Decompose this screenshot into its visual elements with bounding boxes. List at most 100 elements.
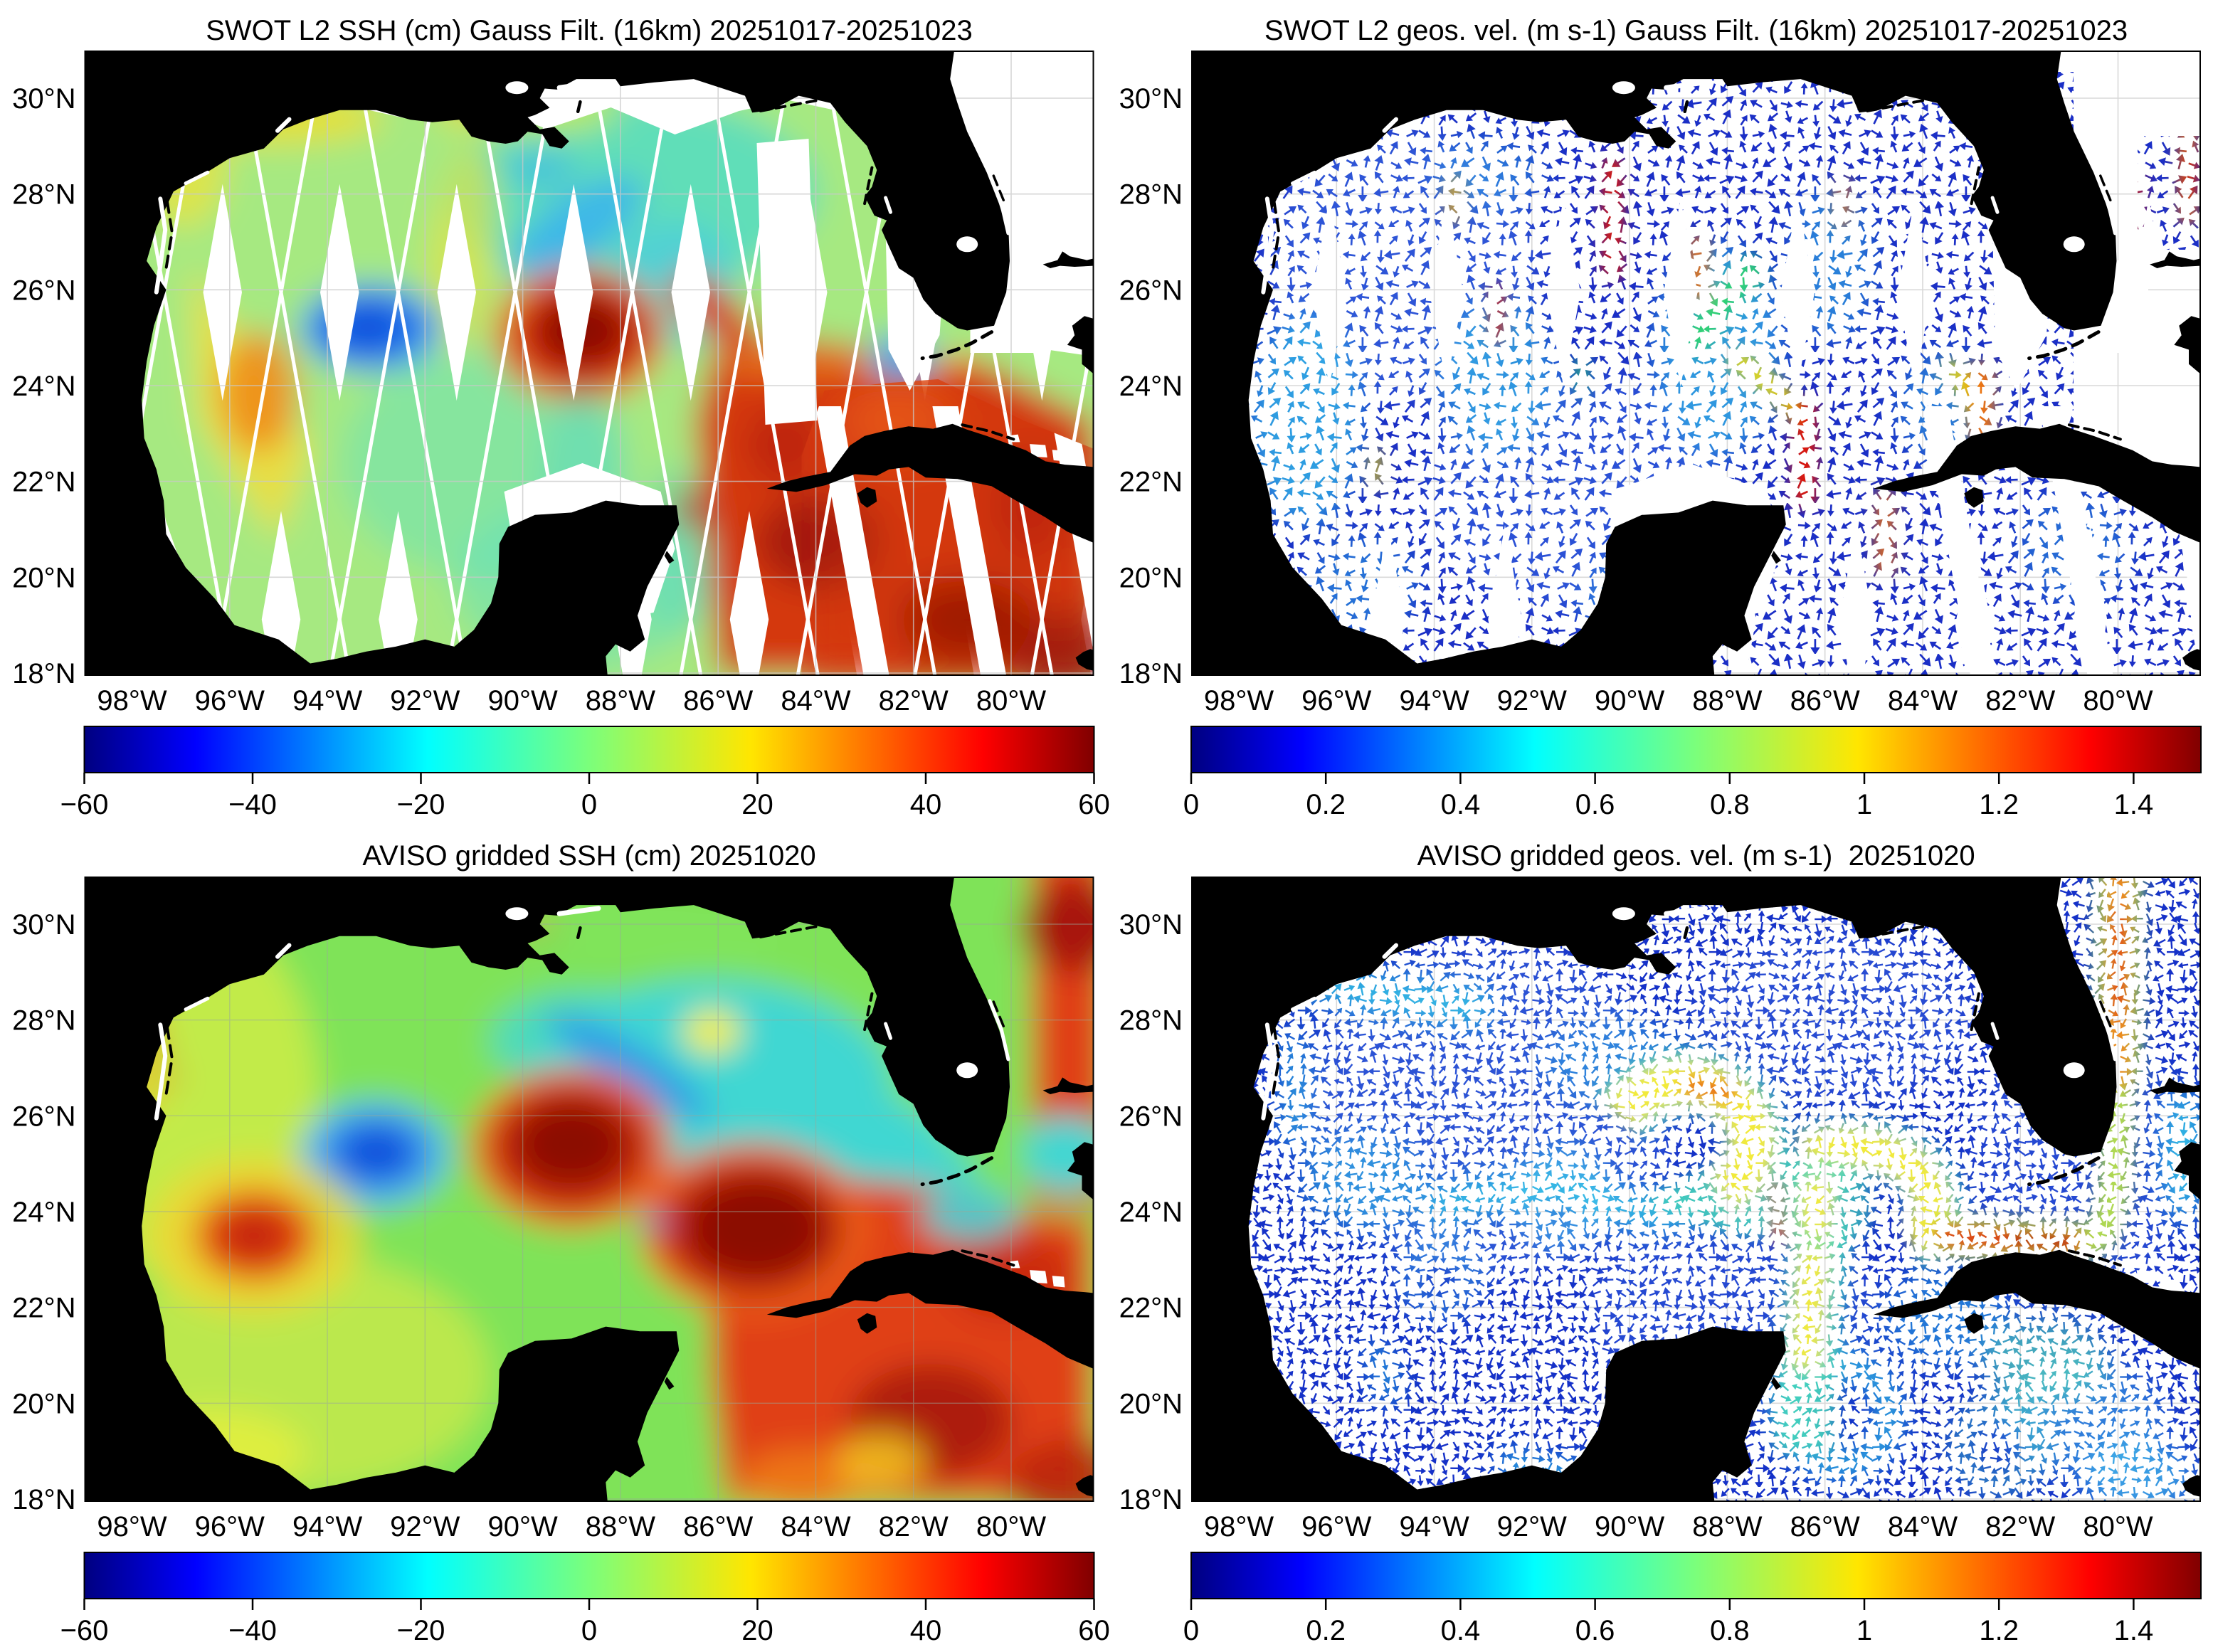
svg-text:94°W: 94°W	[292, 1511, 362, 1542]
svg-text:1.4: 1.4	[2114, 789, 2154, 820]
svg-text:0: 0	[1183, 789, 1199, 820]
svg-text:30°N: 30°N	[1119, 909, 1183, 941]
svg-text:80°W: 80°W	[2083, 685, 2153, 716]
svg-text:20°N: 20°N	[1119, 562, 1183, 593]
svg-text:86°W: 86°W	[683, 685, 753, 716]
svg-text:24°N: 24°N	[12, 371, 75, 402]
svg-text:88°W: 88°W	[586, 685, 655, 716]
svg-text:28°N: 28°N	[1119, 179, 1183, 211]
svg-text:30°N: 30°N	[12, 909, 75, 941]
svg-text:28°N: 28°N	[12, 179, 75, 211]
svg-text:24°N: 24°N	[1119, 371, 1183, 402]
svg-text:84°W: 84°W	[781, 1511, 850, 1542]
svg-text:90°W: 90°W	[1595, 1511, 1664, 1542]
svg-text:90°W: 90°W	[487, 685, 557, 716]
svg-text:20: 20	[741, 789, 773, 820]
svg-text:60: 60	[1078, 1615, 1110, 1646]
svg-text:88°W: 88°W	[586, 1511, 655, 1542]
svg-text:SWOT L2 SSH (cm) Gauss Filt. (: SWOT L2 SSH (cm) Gauss Filt. (16km) 2025…	[206, 15, 973, 46]
svg-text:22°N: 22°N	[12, 467, 75, 498]
svg-text:98°W: 98°W	[1204, 1511, 1274, 1542]
svg-text:92°W: 92°W	[390, 685, 460, 716]
svg-text:98°W: 98°W	[1204, 685, 1274, 716]
svg-text:96°W: 96°W	[1301, 685, 1371, 716]
svg-text:80°W: 80°W	[976, 685, 1046, 716]
svg-text:82°W: 82°W	[1985, 685, 2055, 716]
svg-text:0: 0	[1183, 1615, 1199, 1646]
svg-text:84°W: 84°W	[1888, 685, 1958, 716]
svg-text:26°N: 26°N	[1119, 275, 1183, 306]
svg-text:SWOT L2 geos. vel. (m s-1) Gau: SWOT L2 geos. vel. (m s-1) Gauss Filt. (…	[1264, 15, 2128, 46]
svg-text:26°N: 26°N	[12, 1101, 75, 1132]
svg-text:20°N: 20°N	[1119, 1388, 1183, 1419]
svg-text:18°N: 18°N	[1119, 1484, 1183, 1515]
svg-text:60: 60	[1078, 789, 1110, 820]
svg-text:88°W: 88°W	[1692, 1511, 1762, 1542]
svg-text:−20: −20	[397, 1615, 445, 1646]
svg-text:94°W: 94°W	[1399, 1511, 1469, 1542]
svg-text:30°N: 30°N	[12, 83, 75, 115]
svg-text:18°N: 18°N	[12, 658, 75, 689]
svg-text:22°N: 22°N	[1119, 467, 1183, 498]
svg-text:84°W: 84°W	[781, 685, 850, 716]
svg-text:96°W: 96°W	[1301, 1511, 1371, 1542]
svg-text:0.8: 0.8	[1710, 1615, 1750, 1646]
svg-text:90°W: 90°W	[487, 1511, 557, 1542]
svg-text:24°N: 24°N	[1119, 1197, 1183, 1228]
svg-text:30°N: 30°N	[1119, 83, 1183, 115]
svg-text:92°W: 92°W	[1497, 685, 1567, 716]
svg-text:1.4: 1.4	[2114, 1615, 2154, 1646]
svg-text:24°N: 24°N	[12, 1197, 75, 1228]
svg-text:22°N: 22°N	[1119, 1293, 1183, 1324]
svg-text:1: 1	[1857, 1615, 1872, 1646]
svg-text:0.2: 0.2	[1306, 789, 1346, 820]
svg-text:−60: −60	[60, 1615, 109, 1646]
svg-text:98°W: 98°W	[97, 1511, 167, 1542]
svg-text:1: 1	[1857, 789, 1872, 820]
svg-text:86°W: 86°W	[683, 1511, 753, 1542]
svg-text:82°W: 82°W	[879, 685, 949, 716]
svg-text:20°N: 20°N	[12, 562, 75, 593]
svg-text:20°N: 20°N	[12, 1388, 75, 1419]
svg-text:18°N: 18°N	[12, 1484, 75, 1515]
svg-text:−40: −40	[228, 1615, 277, 1646]
svg-text:−20: −20	[397, 789, 445, 820]
svg-text:AVISO gridded SSH (cm) 2025102: AVISO gridded SSH (cm) 20251020	[362, 840, 815, 872]
svg-text:0: 0	[581, 1615, 597, 1646]
svg-text:84°W: 84°W	[1888, 1511, 1958, 1542]
svg-text:40: 40	[910, 1615, 942, 1646]
svg-text:82°W: 82°W	[1985, 1511, 2055, 1542]
svg-text:AVISO gridded geos. vel. (m s-: AVISO gridded geos. vel. (m s-1) 2025102…	[1417, 840, 1975, 872]
svg-text:80°W: 80°W	[2083, 1511, 2153, 1542]
svg-text:96°W: 96°W	[195, 1511, 265, 1542]
svg-text:94°W: 94°W	[292, 685, 362, 716]
svg-text:98°W: 98°W	[97, 685, 167, 716]
svg-text:0.4: 0.4	[1441, 789, 1481, 820]
svg-text:22°N: 22°N	[12, 1293, 75, 1324]
svg-text:82°W: 82°W	[879, 1511, 949, 1542]
svg-text:1.2: 1.2	[1979, 789, 2019, 820]
svg-text:86°W: 86°W	[1790, 1511, 1860, 1542]
svg-text:28°N: 28°N	[1119, 1005, 1183, 1037]
svg-text:26°N: 26°N	[12, 275, 75, 306]
svg-text:0: 0	[581, 789, 597, 820]
svg-text:0.6: 0.6	[1575, 1615, 1615, 1646]
svg-text:88°W: 88°W	[1692, 685, 1762, 716]
svg-text:90°W: 90°W	[1595, 685, 1664, 716]
svg-text:80°W: 80°W	[976, 1511, 1046, 1542]
svg-text:96°W: 96°W	[195, 685, 265, 716]
svg-text:20: 20	[741, 1615, 773, 1646]
svg-text:1.2: 1.2	[1979, 1615, 2019, 1646]
svg-text:0.4: 0.4	[1441, 1615, 1481, 1646]
svg-text:−60: −60	[60, 789, 109, 820]
svg-text:0.2: 0.2	[1306, 1615, 1346, 1646]
svg-text:26°N: 26°N	[1119, 1101, 1183, 1132]
svg-text:94°W: 94°W	[1399, 685, 1469, 716]
svg-text:40: 40	[910, 789, 942, 820]
svg-text:86°W: 86°W	[1790, 685, 1860, 716]
svg-text:−40: −40	[228, 789, 277, 820]
svg-text:0.6: 0.6	[1575, 789, 1615, 820]
svg-text:0.8: 0.8	[1710, 789, 1750, 820]
svg-text:92°W: 92°W	[390, 1511, 460, 1542]
svg-text:92°W: 92°W	[1497, 1511, 1567, 1542]
